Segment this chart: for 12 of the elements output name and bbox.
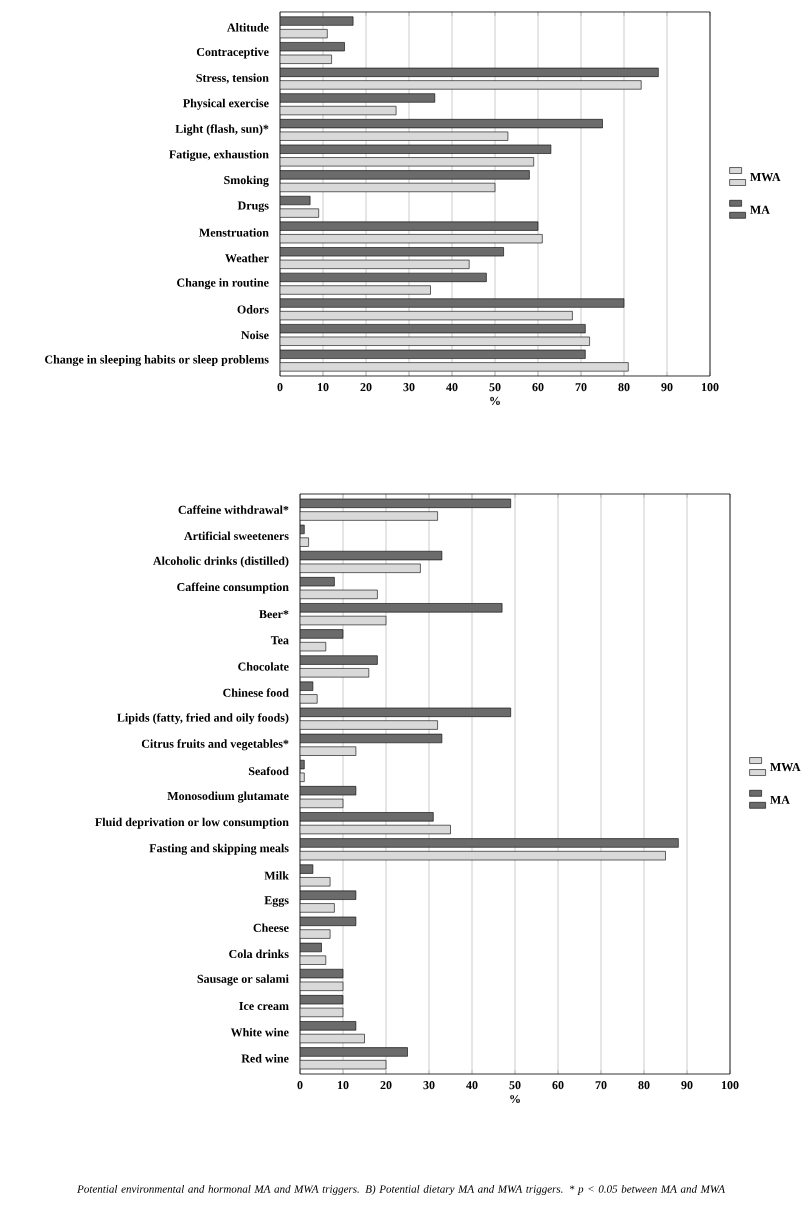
- bar: [280, 170, 530, 180]
- bar: [280, 298, 625, 308]
- bar: [300, 838, 679, 848]
- bar: [300, 655, 378, 665]
- bar: [300, 1047, 408, 1057]
- bar: [300, 603, 503, 613]
- bar: [280, 80, 642, 90]
- bar: [280, 285, 431, 295]
- bar: [280, 362, 629, 372]
- bar: [300, 812, 434, 822]
- bar: [280, 16, 354, 26]
- bar: [280, 93, 436, 103]
